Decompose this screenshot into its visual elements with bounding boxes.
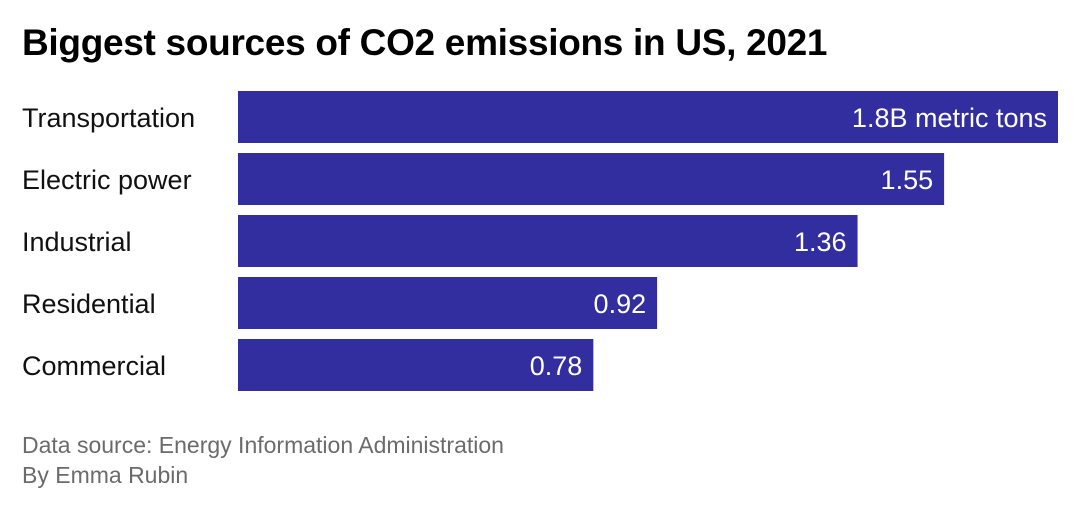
- bar-transportation: [238, 91, 1058, 143]
- value-label: 0.92: [594, 289, 647, 319]
- byline: By Emma Rubin: [22, 462, 189, 488]
- bar-industrial: [238, 215, 858, 267]
- category-label: Industrial: [22, 227, 132, 257]
- bar-commercial: [238, 339, 594, 391]
- category-label: Residential: [22, 289, 156, 319]
- data-source-note: Data source: Energy Information Administ…: [22, 432, 504, 458]
- value-label: 1.55: [881, 165, 934, 195]
- chart-title: Biggest sources of CO2 emissions in US, …: [22, 22, 828, 63]
- value-label: 0.78: [530, 351, 583, 381]
- value-label: 1.8B metric tons: [852, 103, 1047, 133]
- value-label: 1.36: [794, 227, 847, 257]
- category-label: Transportation: [22, 103, 195, 133]
- bars-layer: Transportation 1.8B metric tons Electric p…: [22, 91, 1058, 391]
- category-label: Electric power: [22, 165, 192, 195]
- category-label: Commercial: [22, 351, 166, 381]
- bar-residential: [238, 277, 658, 329]
- bar-electric-power: [238, 153, 945, 205]
